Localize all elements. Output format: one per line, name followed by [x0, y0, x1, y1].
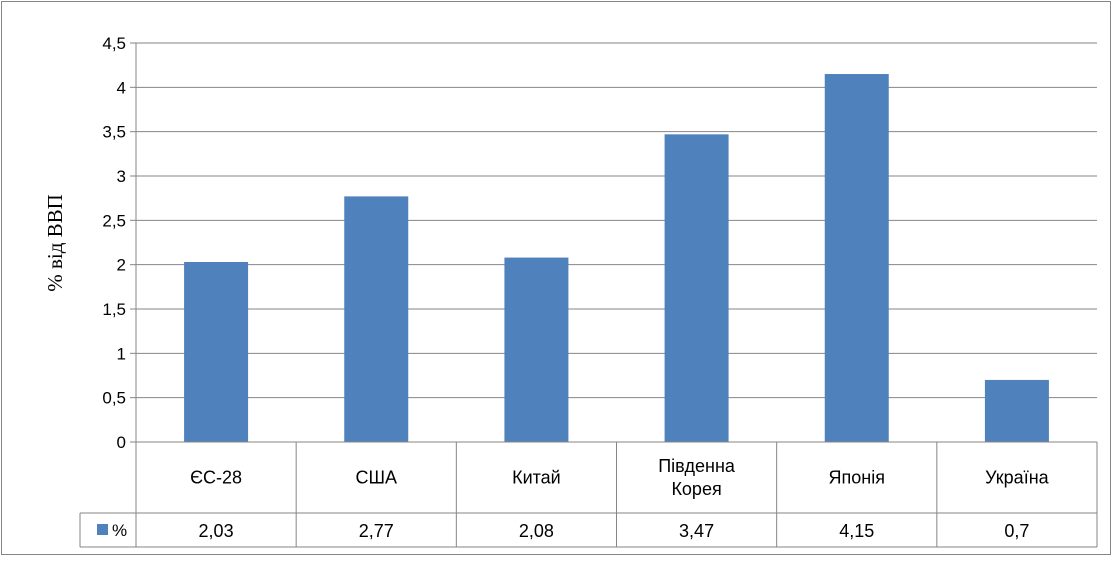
- data-value-label: 0,7: [1004, 521, 1029, 541]
- bar: [184, 262, 249, 442]
- legend-series-name: %: [112, 521, 127, 540]
- bar: [344, 196, 409, 442]
- data-value-label: 2,03: [199, 521, 234, 541]
- y-tick-label: 0: [117, 433, 126, 452]
- axes: 0 0,5 1 1,5 2 2,5 3 3,5 4 4,5: [102, 34, 137, 513]
- y-axis-label: % від ВВП: [43, 194, 67, 292]
- data-value-label: 4,15: [839, 521, 874, 541]
- data-value-label: 3,47: [679, 521, 714, 541]
- bar: [984, 379, 1049, 442]
- y-tick-label: 1,5: [102, 300, 126, 319]
- bar: [664, 134, 729, 442]
- y-tick-label: 4,5: [102, 34, 126, 53]
- y-tick-label: 0,5: [102, 389, 126, 408]
- bar: [504, 257, 569, 442]
- y-tick-label: 2,5: [102, 211, 126, 230]
- data-value-label: 2,77: [359, 521, 394, 541]
- data-value-label: 2,08: [519, 521, 554, 541]
- y-tick-label: 2: [117, 256, 126, 275]
- y-tick-label: 3: [117, 167, 126, 186]
- category-label: Південна: [658, 456, 736, 476]
- y-tick-label: 1: [117, 344, 126, 363]
- category-label: ЄС-28: [190, 468, 242, 488]
- data-table: ЄС-28 США Китай Південна Корея Японія Україна%…: [79, 441, 1098, 548]
- gridlines: [136, 42, 1097, 399]
- y-tick-label: 4: [117, 78, 126, 97]
- category-label: Китай: [512, 468, 561, 488]
- category-label: Японія: [829, 468, 885, 488]
- category-label: Корея: [671, 479, 721, 499]
- category-label: Україна: [985, 468, 1049, 488]
- bar: [824, 74, 889, 443]
- category-label: США: [355, 468, 397, 488]
- y-tick-label: 3,5: [102, 123, 126, 142]
- bars: [184, 74, 1049, 443]
- legend-key: [97, 524, 108, 535]
